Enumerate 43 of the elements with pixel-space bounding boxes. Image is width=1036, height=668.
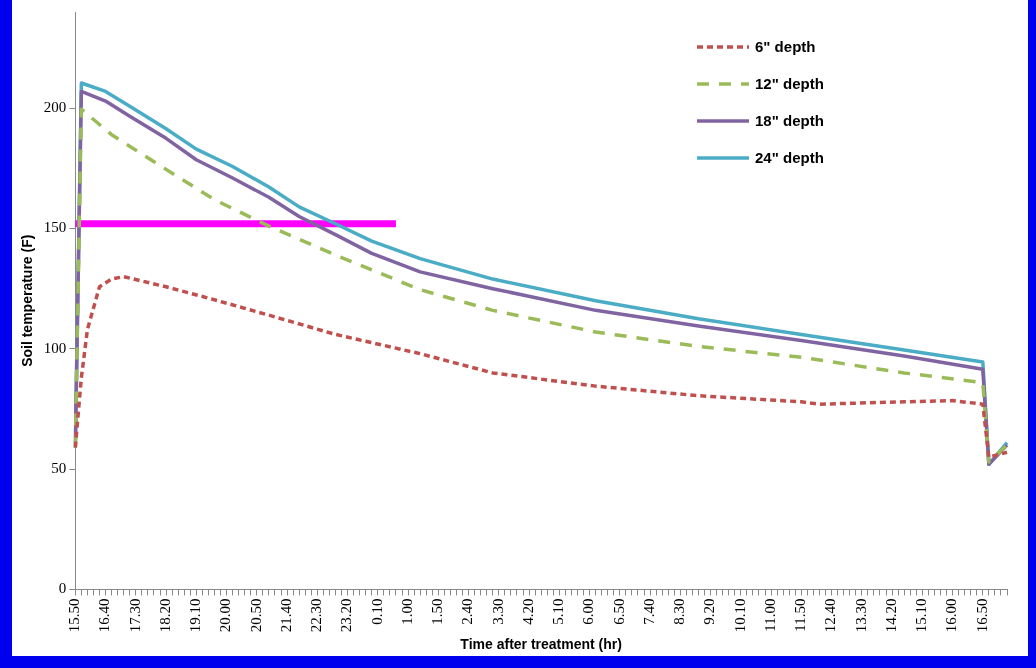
x-tick-label: 15.10	[913, 598, 930, 633]
x-tick-label: 16.40	[96, 598, 113, 633]
y-tick-label: 50	[51, 460, 67, 477]
x-axis-title: Time after treatment (hr)	[460, 636, 622, 653]
x-tick-label: 6.00	[580, 598, 597, 625]
x-tick-label: 5.10	[550, 598, 567, 625]
y-tick-label: 0	[58, 580, 67, 597]
x-tick-label: 8.30	[671, 598, 688, 625]
x-tick-label: 14.20	[882, 598, 899, 633]
x-tick-label: 11.50	[792, 598, 809, 632]
x-tick-label: 4.20	[519, 598, 536, 625]
x-tick-label: 16.50	[973, 598, 990, 633]
x-tick-label: 1.50	[429, 598, 446, 625]
legend-label: 6" depth	[755, 38, 816, 55]
x-tick-label: 16.00	[943, 598, 960, 633]
x-tick-label: 7.40	[640, 598, 657, 625]
x-tick-label: 20.00	[217, 598, 234, 633]
x-tick-label: 20.50	[247, 598, 264, 633]
x-tick-label: 2.40	[459, 598, 476, 625]
x-tick-label: 1.00	[398, 598, 415, 625]
y-tick-label: 100	[43, 339, 67, 356]
line-series	[73, 274, 1009, 459]
x-tick-label: 18.20	[156, 598, 173, 633]
x-tick-label: 15.50	[66, 598, 83, 633]
x-tick-label: 9.20	[701, 598, 718, 625]
x-tick-label: 12.40	[822, 598, 839, 633]
y-tick-label: 200	[43, 99, 67, 116]
legend-label: 24" depth	[755, 149, 824, 166]
x-tick-label: 21.40	[277, 598, 294, 633]
x-tick-label: 13.30	[852, 598, 869, 633]
x-tick-label: 17.30	[126, 598, 143, 633]
legend-label: 12" depth	[755, 75, 824, 92]
x-tick-label: 23.20	[338, 598, 355, 633]
x-tick-label: 3.30	[489, 598, 506, 625]
y-axis-title: Soil temperature (F)	[19, 234, 36, 367]
y-tick-label: 150	[43, 219, 67, 236]
x-tick-label: 10.10	[731, 598, 748, 633]
x-tick-label: 11.00	[761, 598, 778, 632]
x-tick-label: 6.50	[610, 598, 627, 625]
x-tick-label: 19.10	[187, 598, 204, 633]
x-tick-label: 22.30	[308, 598, 325, 633]
x-tick-label: 0.10	[368, 598, 385, 625]
legend-label: 18" depth	[755, 112, 824, 129]
